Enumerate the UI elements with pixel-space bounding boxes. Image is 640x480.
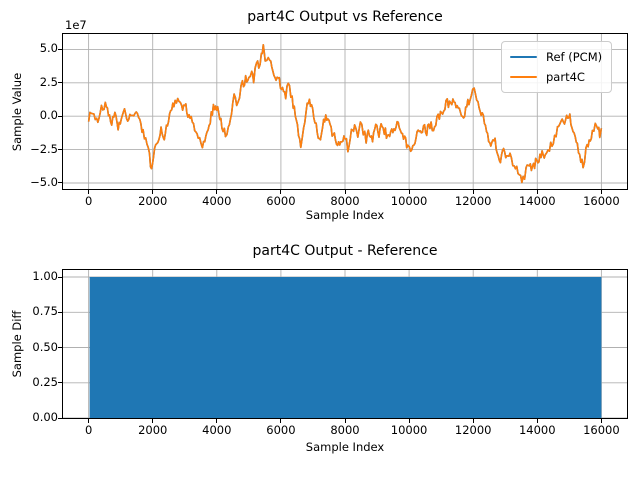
x-tick-mark <box>280 419 282 423</box>
y-tick-label: 0.75 <box>32 304 58 319</box>
x-tick-mark <box>408 190 410 194</box>
x-tick-mark <box>536 190 538 194</box>
y-tick-mark <box>58 382 62 384</box>
y-tick-mark <box>58 417 62 419</box>
x-tick-label: 0 <box>84 423 93 437</box>
y-tick-label: 1.00 <box>32 269 58 284</box>
x-tick-mark <box>152 190 154 194</box>
x-tick-mark <box>88 419 90 423</box>
x-tick-mark <box>152 419 154 423</box>
bottom-x-axis-label: Sample Index <box>305 440 385 454</box>
x-tick-label: 2000 <box>138 194 168 208</box>
x-tick-mark <box>600 190 602 194</box>
y-tick-mark <box>58 82 62 84</box>
series-path-part4c <box>87 43 603 184</box>
top-plot-area <box>62 33 628 190</box>
x-tick-mark <box>472 190 474 194</box>
bottom-plot-area <box>62 269 628 419</box>
x-tick-label: 8000 <box>330 194 360 208</box>
x-tick-mark <box>280 190 282 194</box>
x-tick-label: 4000 <box>202 423 232 437</box>
x-tick-mark <box>344 419 346 423</box>
x-tick-mark <box>472 419 474 423</box>
legend-item-part4c: part4C <box>510 67 602 87</box>
x-tick-mark <box>536 419 538 423</box>
x-tick-mark <box>216 419 218 423</box>
x-tick-label: 14000 <box>518 423 556 437</box>
y-tick-label: −2.5 <box>30 141 58 156</box>
x-tick-label: 14000 <box>518 194 556 208</box>
x-tick-mark <box>600 419 602 423</box>
x-tick-label: 16000 <box>583 194 620 208</box>
x-tick-label: 16000 <box>583 423 620 437</box>
y-tick-label: 0.00 <box>32 410 58 424</box>
y-tick-label: 0.25 <box>32 374 58 389</box>
x-tick-mark <box>88 190 90 194</box>
x-tick-mark <box>344 190 346 194</box>
x-tick-label: 6000 <box>266 423 296 437</box>
x-tick-label: 0 <box>84 194 93 208</box>
y-tick-label: 2.5 <box>39 74 58 89</box>
legend-label-part4c: part4C <box>546 70 585 84</box>
x-tick-label: 10000 <box>390 194 428 208</box>
y-tick-label: 0.0 <box>39 108 58 123</box>
x-tick-label: 12000 <box>454 194 492 208</box>
top-plot-canvas <box>63 34 627 189</box>
x-tick-label: 8000 <box>330 423 360 437</box>
x-tick-label: 4000 <box>202 194 232 208</box>
top-x-axis-label: Sample Index <box>305 208 385 222</box>
x-tick-label: 12000 <box>454 423 492 437</box>
part4c-line-swatch <box>510 75 537 79</box>
y-tick-mark <box>58 149 62 151</box>
y-tick-mark <box>58 311 62 313</box>
y-tick-label: −5.0 <box>30 174 58 189</box>
y-tick-mark <box>58 48 62 50</box>
y-axis-offset-label: 1e7 <box>65 18 87 32</box>
y-tick-label: 5.0 <box>39 41 58 56</box>
diff-area <box>89 277 602 418</box>
x-tick-mark <box>216 190 218 194</box>
x-tick-mark <box>408 419 410 423</box>
x-tick-label: 10000 <box>390 423 428 437</box>
x-tick-label: 6000 <box>266 194 296 208</box>
y-tick-mark <box>58 115 62 117</box>
legend-item-ref: Ref (PCM) <box>510 47 602 67</box>
ref-line-swatch <box>510 55 537 59</box>
legend-label-ref: Ref (PCM) <box>546 50 603 64</box>
x-tick-label: 2000 <box>138 423 168 437</box>
top-chart-title: part4C Output vs Reference <box>247 9 443 25</box>
bottom-plot-canvas <box>63 270 627 418</box>
gridlines <box>63 34 627 189</box>
y-tick-mark <box>58 347 62 349</box>
legend: Ref (PCM) part4C <box>501 41 613 93</box>
y-tick-label: 0.50 <box>32 339 58 354</box>
bottom-chart-title: part4C Output - Reference <box>252 243 438 259</box>
y-tick-mark <box>58 276 62 278</box>
y-tick-mark <box>58 182 62 184</box>
